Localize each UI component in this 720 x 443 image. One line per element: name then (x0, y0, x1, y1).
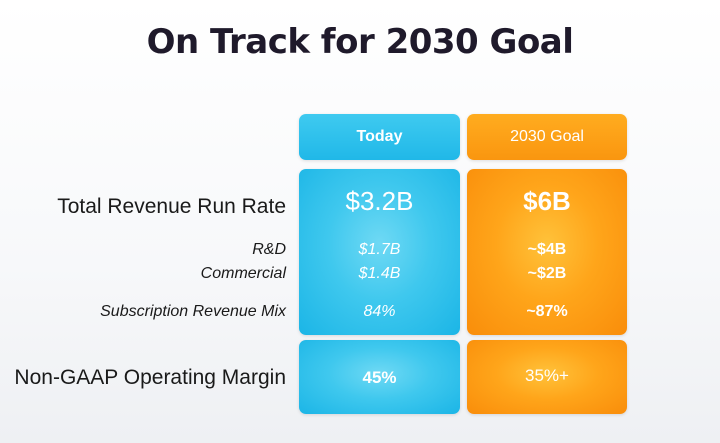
goal-total-revenue: $6B (523, 186, 571, 216)
today-subscription: 84% (363, 303, 396, 320)
goal-column-header: 2030 Goal (467, 114, 627, 160)
today-main-panel (299, 169, 460, 335)
today-margin-panel (299, 340, 460, 414)
rd-label: R&D (252, 241, 286, 258)
goal-header-label: 2030 Goal (510, 128, 584, 145)
today-margin: 45% (362, 368, 397, 387)
commercial-label: Commercial (200, 265, 286, 282)
today-commercial: $1.4B (358, 265, 401, 282)
today-header-label: Today (356, 128, 403, 145)
subscription-label: Subscription Revenue Mix (100, 303, 286, 320)
goal-margin-panel (467, 340, 627, 414)
goal-main-panel (467, 169, 627, 335)
today-rd: $1.7B (358, 241, 401, 258)
goal-rd: ~$4B (527, 241, 567, 258)
goal-subscription: ~87% (526, 303, 568, 320)
today-total-revenue: $3.2B (345, 186, 414, 216)
total-revenue-label: Total Revenue Run Rate (57, 195, 286, 218)
goal-margin: 35%+ (525, 366, 569, 385)
goal-commercial: ~$2B (527, 265, 567, 282)
today-column-header: Today (299, 114, 460, 160)
page-title: On Track for 2030 Goal (146, 22, 574, 62)
margin-label: Non-GAAP Operating Margin (14, 366, 286, 389)
